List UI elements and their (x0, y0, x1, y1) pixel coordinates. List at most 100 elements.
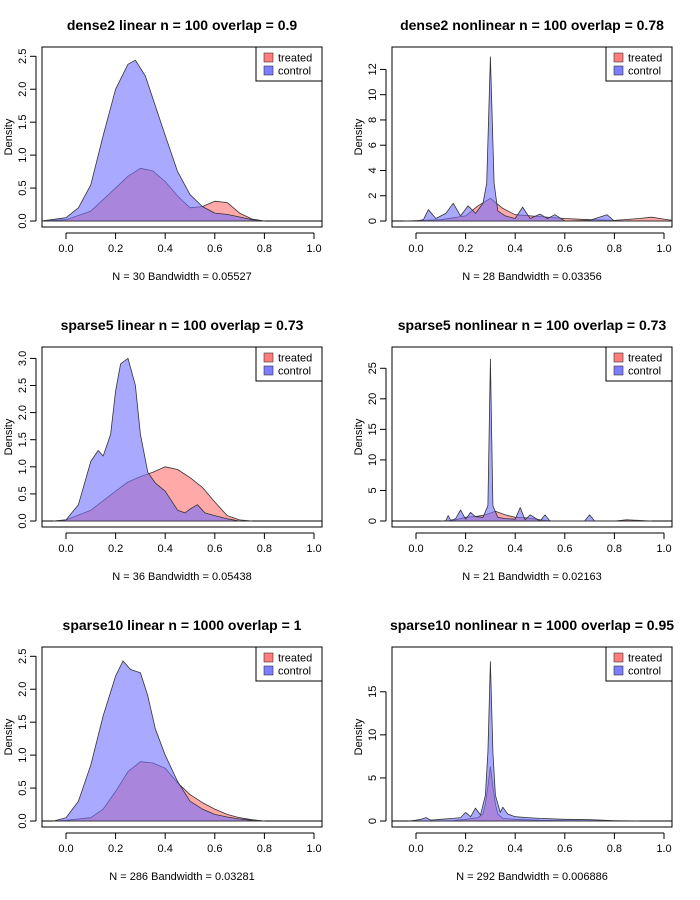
y-tick-label: 12 (367, 63, 379, 75)
x-axis-label: N = 30 Bandwidth = 0.05527 (112, 271, 251, 283)
control-density-area (53, 660, 265, 822)
control-density-area (440, 358, 595, 522)
legend-label-treated: treated (628, 53, 662, 65)
legend-swatch-treated (263, 352, 274, 363)
x-tick-label: 0.6 (207, 843, 222, 855)
panel-1: dense2 linear n = 100 overlap = 0.9 0.0 0.… (3, 17, 323, 283)
x-tick-label: 0.4 (158, 243, 173, 255)
legend-box (255, 346, 323, 382)
y-tick-label: 10 (367, 454, 379, 466)
density-areas (42, 358, 322, 522)
x-axis-label: N = 36 Bandwidth = 0.05438 (112, 571, 251, 583)
y-tick-label: 6 (367, 142, 379, 148)
y-tick-label: 15 (367, 423, 379, 435)
y-tick-label: 1.0 (17, 147, 29, 162)
legend-swatch-treated (613, 352, 624, 363)
y-tick-label: 2.0 (17, 682, 29, 697)
x-tick-label: 0.6 (557, 243, 572, 255)
panel-3: sparse5 linear n = 100 overlap = 0.73 0.0… (3, 317, 323, 583)
x-tick-label: 0.4 (508, 243, 523, 255)
y-tick-label: 1.5 (17, 715, 29, 730)
y-tick-label: 10 (367, 729, 379, 741)
x-axis-label: N = 21 Bandwidth = 0.02163 (462, 571, 601, 583)
x-tick-label: 0.0 (58, 543, 73, 555)
legend-box (605, 346, 673, 382)
legend-label-treated: treated (278, 353, 312, 365)
y-tick-label: 0.5 (17, 486, 29, 501)
y-axis-label: Density (353, 718, 365, 755)
chart-title: sparse5 nonlinear n = 100 overlap = 0.73 (398, 317, 667, 333)
plot-frame (391, 346, 673, 528)
x-tick-label: 0.0 (408, 243, 423, 255)
density-areas (392, 358, 672, 522)
legend-label-treated: treated (628, 653, 662, 665)
legend-swatch-treated (613, 652, 624, 663)
legend-label-control: control (278, 666, 311, 678)
x-tick-label: 0.0 (408, 843, 423, 855)
x-tick-label: 1.0 (306, 543, 321, 555)
legend-swatch-treated (263, 652, 274, 663)
x-tick-label: 0.4 (508, 843, 523, 855)
x-axis-label: N = 286 Bandwidth = 0.03281 (109, 871, 255, 883)
x-tick-label: 1.0 (656, 843, 671, 855)
y-tick-label: 2.5 (17, 649, 29, 664)
legend-label-control: control (628, 66, 661, 78)
control-density-area (415, 56, 665, 222)
y-axis-label: Density (353, 118, 365, 155)
density-areas (392, 661, 672, 822)
y-tick-label: 3.0 (17, 351, 29, 366)
legend-swatch-treated (263, 52, 274, 63)
chart-title: dense2 nonlinear n = 100 overlap = 0.78 (400, 17, 664, 33)
y-tick-label: 2.5 (17, 378, 29, 393)
plot-frame (391, 646, 673, 828)
legend-box (255, 646, 323, 682)
y-tick-label: 2.0 (17, 405, 29, 420)
y-tick-label: 5 (367, 487, 379, 493)
y-tick-label: 0 (367, 218, 379, 224)
y-tick-label: 2.5 (17, 49, 29, 64)
y-tick-label: 2.0 (17, 82, 29, 97)
y-tick-label: 1.5 (17, 115, 29, 130)
chart-title: sparse10 nonlinear n = 1000 overlap = 0.… (390, 617, 674, 633)
x-tick-label: 0.8 (257, 543, 272, 555)
x-tick-label: 0.0 (58, 843, 73, 855)
y-tick-label: 20 (367, 393, 379, 405)
y-tick-label: 0.0 (17, 813, 29, 828)
legend-swatch-control (263, 65, 274, 76)
y-tick-label: 25 (367, 362, 379, 374)
y-axis-label: Density (3, 118, 15, 155)
y-tick-label: 1.5 (17, 432, 29, 447)
x-axis-label: N = 28 Bandwidth = 0.03356 (462, 271, 601, 283)
x-tick-label: 0.8 (607, 543, 622, 555)
y-tick-label: 0.5 (17, 780, 29, 795)
control-density-area (42, 59, 265, 222)
density-areas (42, 660, 322, 822)
chart-title: dense2 linear n = 100 overlap = 0.9 (67, 17, 298, 33)
x-tick-label: 0.6 (557, 543, 572, 555)
plot-frame (41, 346, 323, 528)
x-tick-label: 0.2 (108, 243, 123, 255)
y-axis-label: Density (3, 718, 15, 755)
legend-label-treated: treated (278, 653, 312, 665)
legend-swatch-control (263, 665, 274, 676)
treated-density-area (440, 766, 615, 822)
panel-6: sparse10 nonlinear n = 1000 overlap = 0.… (353, 617, 674, 883)
legend-label-treated: treated (278, 53, 312, 65)
x-tick-label: 0.8 (257, 243, 272, 255)
y-tick-label: 0 (367, 518, 379, 524)
y-tick-label: 1.0 (17, 459, 29, 474)
y-tick-label: 8 (367, 117, 379, 123)
y-tick-label: 0.0 (17, 213, 29, 228)
y-tick-label: 1.0 (17, 747, 29, 762)
legend-swatch-control (263, 365, 274, 376)
control-density-area (53, 358, 240, 522)
x-tick-label: 1.0 (656, 243, 671, 255)
y-tick-label: 15 (367, 686, 379, 698)
y-tick-label: 0 (367, 818, 379, 824)
panel-4: sparse5 nonlinear n = 100 overlap = 0.73… (353, 317, 673, 583)
y-axis-label: Density (353, 418, 365, 455)
